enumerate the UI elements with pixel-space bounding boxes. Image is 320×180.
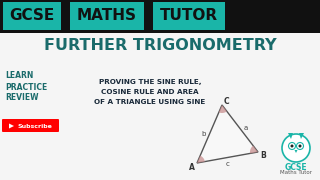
- Text: PRACTICE: PRACTICE: [5, 82, 47, 91]
- Text: OF A TRIANGLE USING SINE: OF A TRIANGLE USING SINE: [94, 99, 206, 105]
- Text: B: B: [260, 150, 266, 159]
- Text: REVIEW: REVIEW: [5, 93, 38, 102]
- Text: TUTOR: TUTOR: [160, 8, 218, 24]
- Polygon shape: [197, 105, 258, 163]
- Polygon shape: [288, 133, 293, 139]
- Text: LEARN: LEARN: [5, 71, 33, 80]
- Text: Subscribe: Subscribe: [18, 123, 52, 129]
- Text: GCSE: GCSE: [285, 163, 307, 172]
- Bar: [153, 2, 225, 30]
- Circle shape: [299, 145, 301, 147]
- Text: Maths Tutor: Maths Tutor: [280, 170, 312, 175]
- Polygon shape: [299, 133, 304, 139]
- Circle shape: [289, 143, 295, 150]
- Text: COSINE RULE AND AREA: COSINE RULE AND AREA: [101, 89, 199, 95]
- Polygon shape: [294, 150, 298, 153]
- Polygon shape: [250, 146, 258, 153]
- Polygon shape: [9, 123, 14, 129]
- Text: a: a: [244, 125, 248, 132]
- Text: FURTHER TRIGONOMETRY: FURTHER TRIGONOMETRY: [44, 39, 276, 53]
- Text: MATHS: MATHS: [77, 8, 137, 24]
- Text: PROVING THE SINE RULE,: PROVING THE SINE RULE,: [99, 79, 201, 85]
- Circle shape: [297, 143, 303, 150]
- Text: c: c: [226, 161, 229, 166]
- Circle shape: [282, 134, 310, 162]
- Polygon shape: [197, 156, 205, 163]
- Text: GCSE: GCSE: [9, 8, 55, 24]
- Bar: [3, 2, 61, 30]
- Text: b: b: [201, 131, 206, 137]
- Bar: [0, 0, 320, 33]
- Circle shape: [291, 145, 293, 147]
- FancyBboxPatch shape: [2, 119, 59, 132]
- Text: C: C: [223, 96, 229, 105]
- Text: A: A: [189, 163, 195, 172]
- Polygon shape: [219, 105, 227, 113]
- Bar: [70, 2, 144, 30]
